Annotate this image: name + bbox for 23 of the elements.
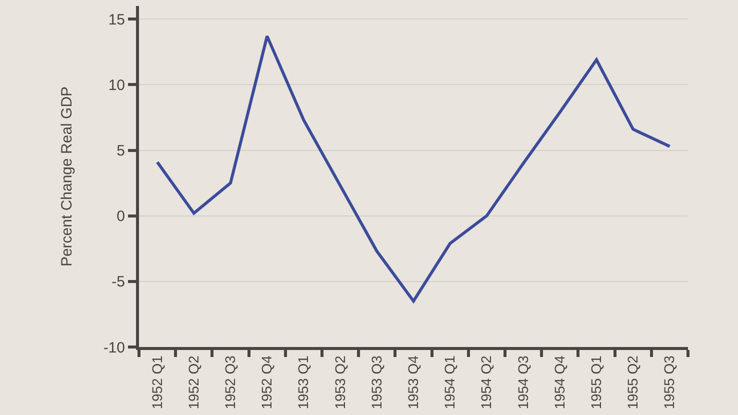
y-tick-label: -5 <box>112 274 125 291</box>
x-tick-label: 1955 Q3 <box>661 355 678 410</box>
x-tick-label: 1955 Q1 <box>588 355 604 410</box>
x-tick-label: 1953 Q4 <box>405 355 422 410</box>
x-tick-label: 1953 Q2 <box>332 355 348 410</box>
y-tick-label: 15 <box>108 11 125 28</box>
y-axis-title: Percent Change Real GDP <box>58 86 76 267</box>
y-tick-label: -10 <box>103 339 125 356</box>
x-tick-label: 1955 Q2 <box>624 355 641 410</box>
x-tick-label: 1953 Q1 <box>295 355 312 410</box>
x-tick-label: 1953 Q3 <box>368 355 384 410</box>
x-tick-label: 1954 Q4 <box>551 355 568 410</box>
y-tick-label: 0 <box>116 208 125 226</box>
line-series <box>156 34 672 303</box>
x-tick-label: 1954 Q1 <box>442 355 458 410</box>
x-tick-label: 1952 Q3 <box>222 355 238 410</box>
x-tick-label: 1952 Q1 <box>148 355 165 410</box>
x-tick-label: 1952 Q4 <box>258 355 275 410</box>
x-tick-label: 1954 Q2 <box>478 355 494 410</box>
x-tick-label: 1954 Q3 <box>514 355 531 410</box>
x-tick-label: 1952 Q2 <box>185 355 202 410</box>
y-tick-label: 5 <box>116 142 125 160</box>
y-tick-label: 10 <box>108 76 125 94</box>
